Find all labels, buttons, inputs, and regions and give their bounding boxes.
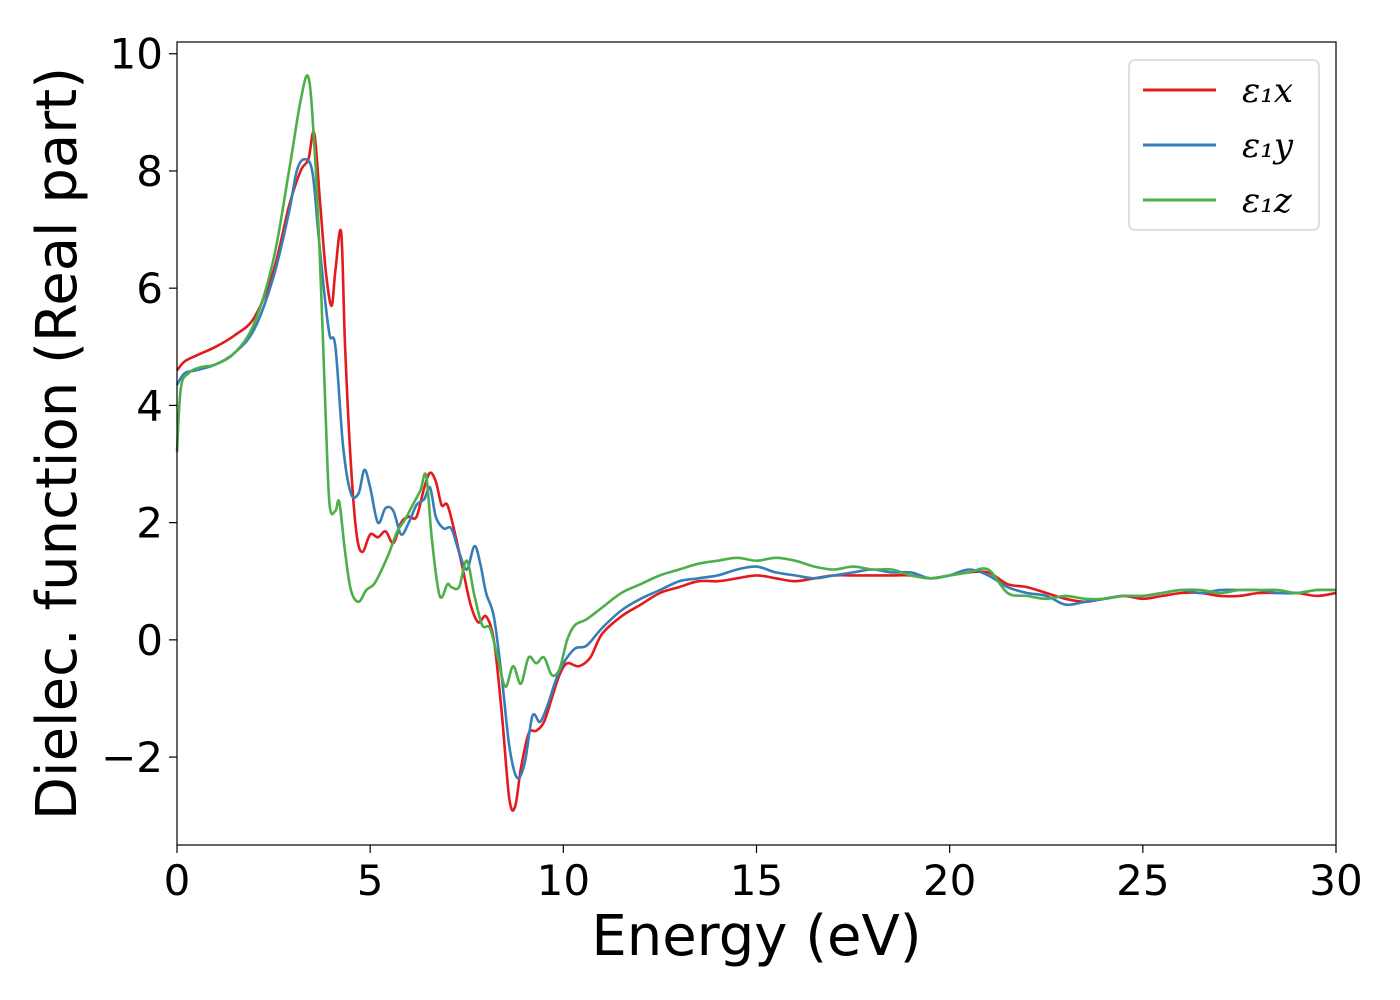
legend: ε₁x ε₁y ε₁z bbox=[1128, 59, 1320, 231]
legend-label-3: ε₁z bbox=[1242, 181, 1293, 221]
legend-box bbox=[1128, 59, 1320, 231]
x-tick-label: 15 bbox=[730, 856, 783, 905]
y-tick-label: 2 bbox=[136, 499, 163, 548]
x-axis-title: Energy (eV) bbox=[591, 904, 921, 969]
x-tick-label: 10 bbox=[537, 856, 590, 905]
series-line-1 bbox=[176, 130, 1337, 812]
y-tick-label: 4 bbox=[136, 381, 163, 430]
series-lines bbox=[175, 74, 1337, 812]
x-tick-label: 25 bbox=[1116, 856, 1169, 905]
x-tick-label: 20 bbox=[923, 856, 976, 905]
series-line-2 bbox=[175, 157, 1337, 780]
y-tick-label: 10 bbox=[110, 30, 163, 79]
x-tick-label: 30 bbox=[1309, 856, 1362, 905]
legend-label-2: ε₁y bbox=[1242, 126, 1294, 166]
y-tick-label: 0 bbox=[136, 616, 163, 665]
axis-ticks: 0 5 10 15 20 25 30 −2 0 2 4 6 8 10 bbox=[101, 30, 1363, 905]
x-tick-label: 5 bbox=[357, 856, 384, 905]
y-tick-label: 8 bbox=[136, 147, 163, 196]
y-tick-label: 6 bbox=[136, 264, 163, 313]
y-tick-label: −2 bbox=[101, 733, 163, 782]
series-line-3 bbox=[175, 74, 1337, 689]
legend-label-1: ε₁x bbox=[1242, 71, 1293, 111]
y-axis-title: Dielec. function (Real part) bbox=[25, 67, 90, 820]
x-tick-label: 0 bbox=[164, 856, 191, 905]
